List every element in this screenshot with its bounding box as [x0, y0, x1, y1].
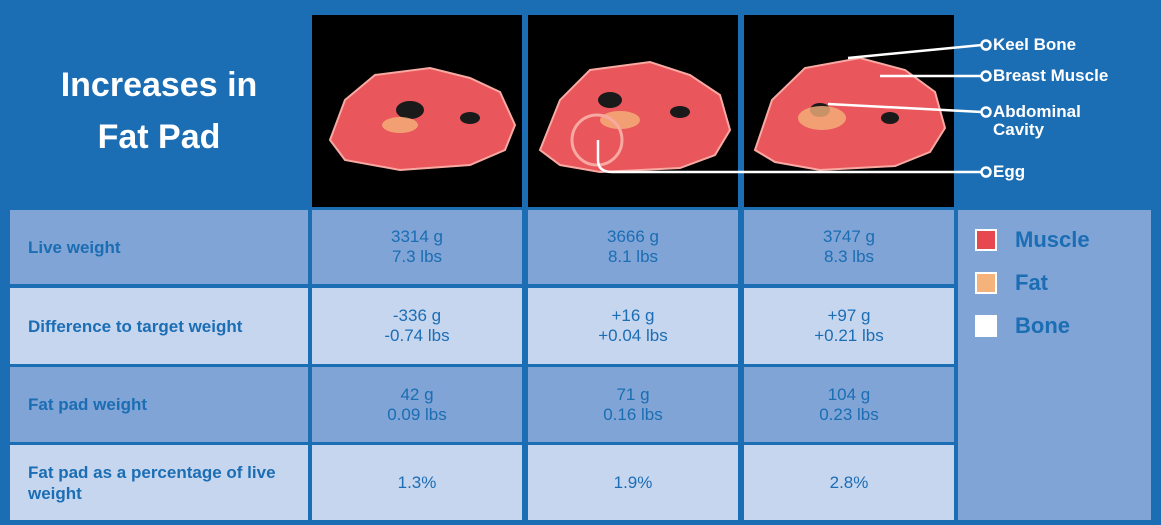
annotation: Keel Bone — [993, 35, 1077, 54]
table-cell: 71 g 0.16 lbs — [528, 367, 738, 442]
annotation: Abdominal Cavity — [993, 102, 1081, 139]
cell-line: 8.3 lbs — [823, 247, 875, 266]
table-cell: 42 g 0.09 lbs — [312, 367, 522, 442]
title: Increases in Fat Pad — [60, 66, 258, 156]
cell-line: 8.1 lbs — [607, 247, 659, 266]
legend-swatch — [975, 229, 997, 251]
legend-swatch — [975, 272, 997, 294]
table-cell: 3747 g 8.3 lbs — [744, 210, 954, 284]
cell-line: 71 g — [616, 384, 650, 404]
table-cell: 2.8% — [744, 445, 954, 520]
cell-line: +16 g — [611, 306, 655, 325]
cell-line: 0.16 lbs — [603, 404, 663, 424]
cell-line: +0.04 lbs — [598, 326, 668, 345]
legend-swatch — [975, 315, 997, 337]
row-label: Difference to target weight — [10, 288, 308, 364]
cell-line: 7.3 lbs — [391, 247, 443, 266]
cell-line: -0.74 lbs — [384, 326, 450, 345]
row-label: Fat pad as a percentage of live weight — [10, 445, 308, 520]
row-label: Fat pad weight — [10, 367, 308, 442]
table-cell: 3666 g 8.1 lbs — [528, 210, 738, 284]
cell-line: 1.3% — [397, 472, 437, 492]
table-cell: 104 g 0.23 lbs — [744, 367, 954, 442]
cell-line: 3314 g — [391, 227, 443, 246]
legend-label: Muscle — [1015, 227, 1090, 252]
annotation: Egg — [993, 162, 1026, 181]
cell-line: +0.21 lbs — [814, 326, 884, 345]
cell-line: -336 g — [392, 306, 442, 325]
legend-label: Bone — [1015, 313, 1070, 338]
table-cell: 1.3% — [312, 445, 522, 520]
table-cell: 1.9% — [528, 445, 738, 520]
table-cell: -336 g -0.74 lbs — [312, 288, 522, 364]
legend-panel — [958, 210, 1151, 520]
legend-label: Fat — [1015, 270, 1048, 295]
cell-line: 2.8% — [829, 472, 869, 492]
table-cell: 3314 g 7.3 lbs — [312, 210, 522, 284]
cell-line: 3747 g — [823, 227, 875, 246]
table-cell: +16 g +0.04 lbs — [528, 288, 738, 364]
table-cell: +97 g +0.21 lbs — [744, 288, 954, 364]
cell-line: 3666 g — [607, 227, 659, 246]
cell-line: 104 g — [827, 384, 871, 404]
cell-line: 1.9% — [613, 472, 653, 492]
cell-line: 0.23 lbs — [819, 404, 879, 424]
annotation: Breast Muscle — [993, 66, 1109, 85]
cell-line: 42 g — [400, 384, 434, 404]
cell-line: 0.09 lbs — [387, 404, 447, 424]
row-label: Live weight — [10, 210, 308, 284]
cell-line: +97 g — [827, 306, 871, 325]
